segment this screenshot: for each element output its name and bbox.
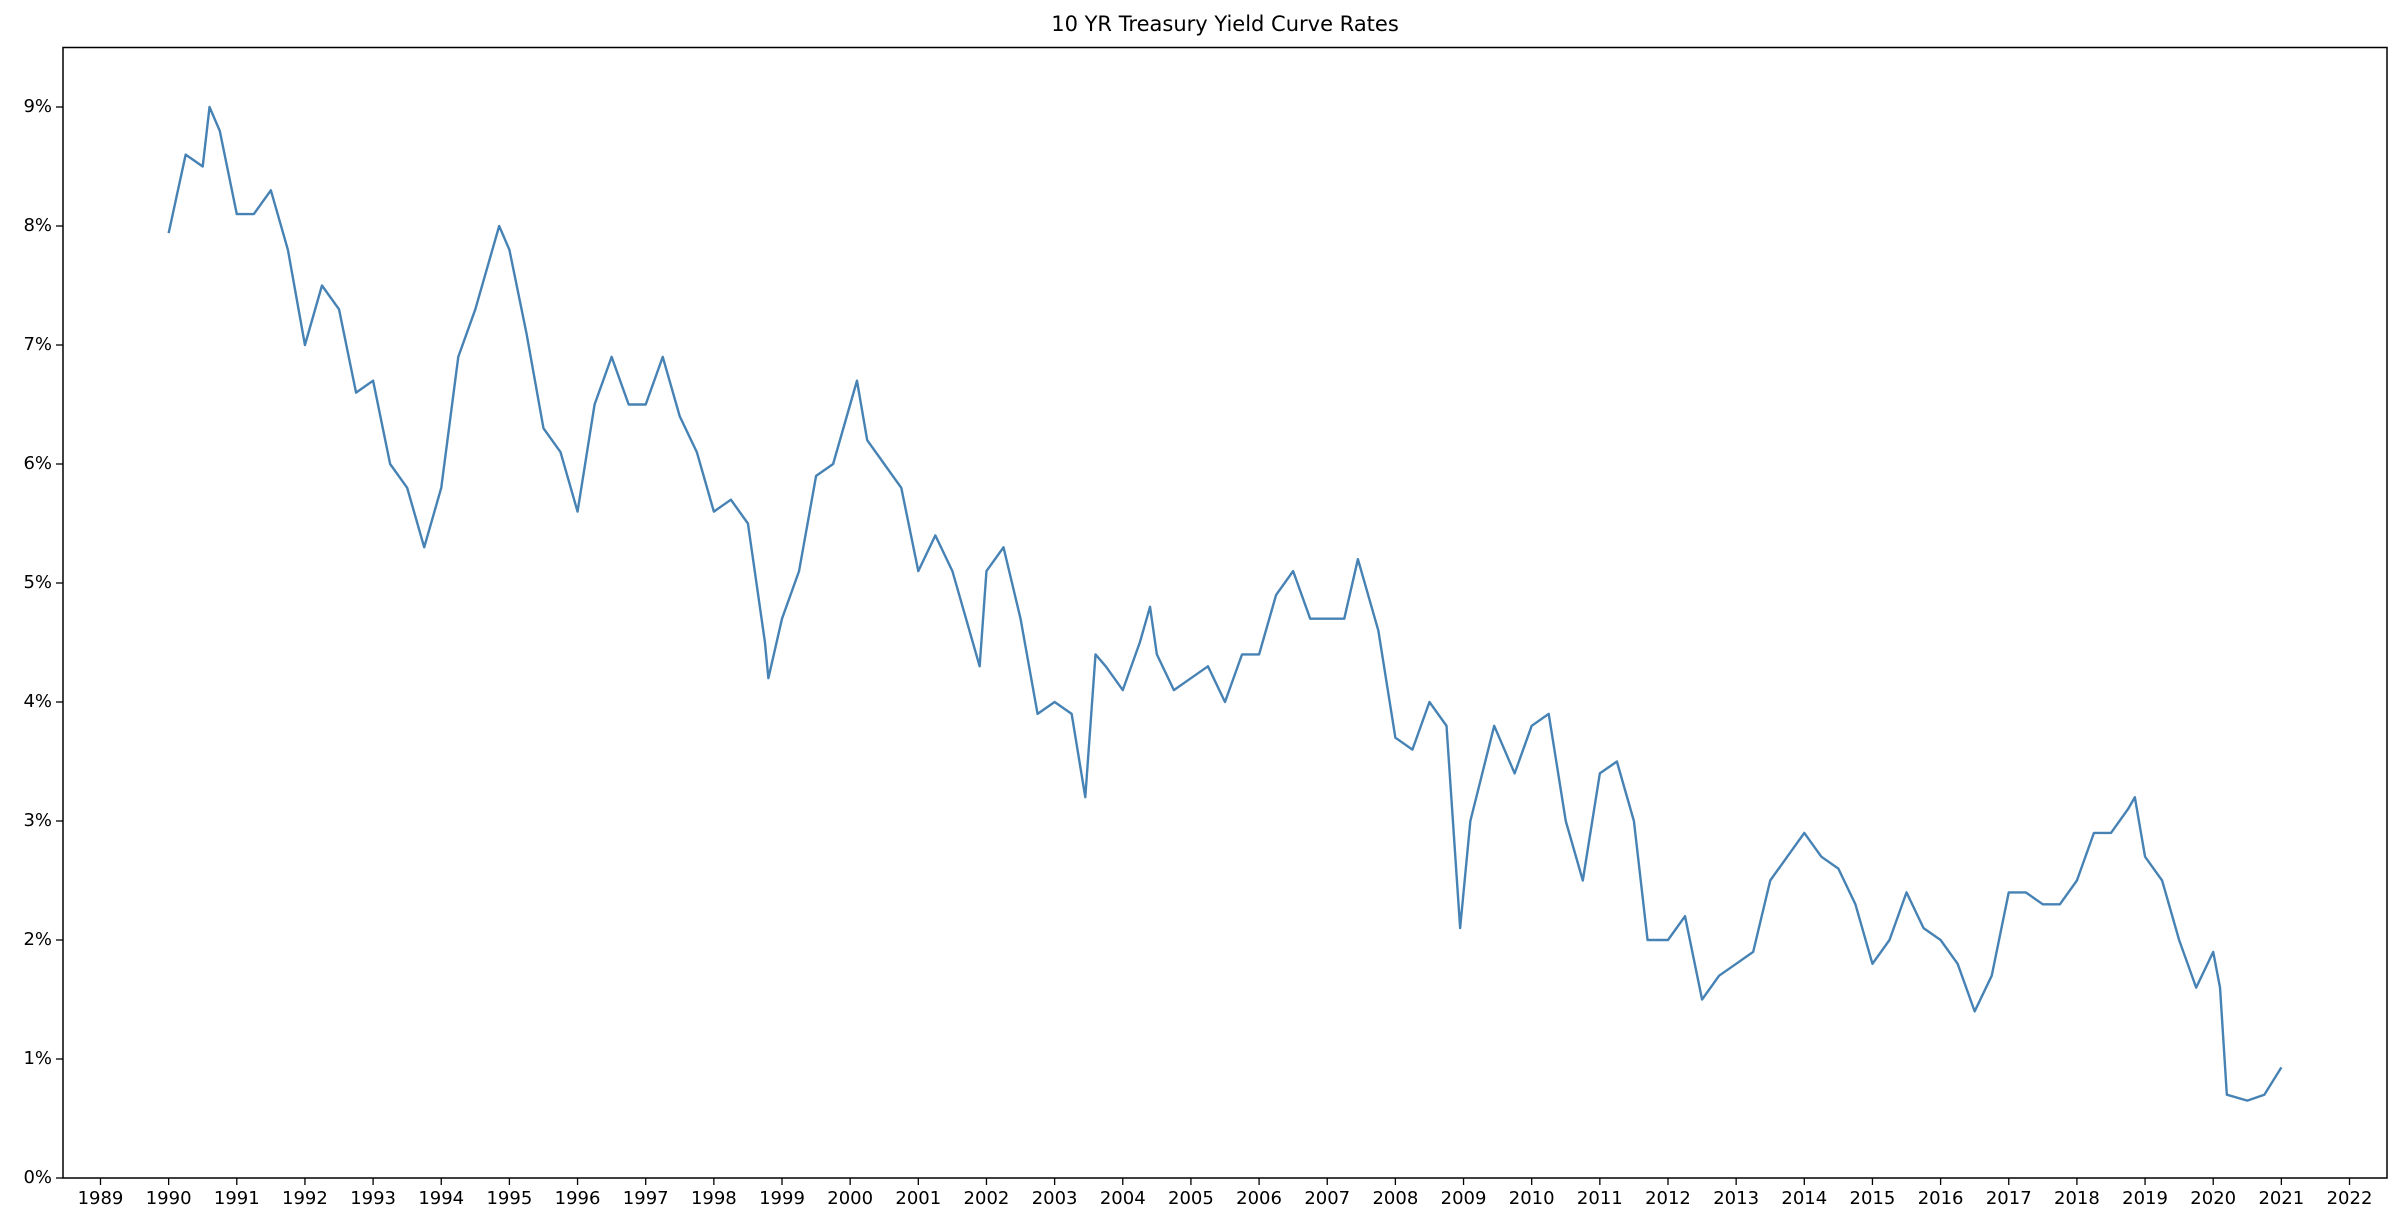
x-tick-label: 2011 [1577, 1188, 1623, 1209]
x-tick-label: 2016 [1918, 1188, 1964, 1209]
x-tick-label: 1989 [78, 1188, 124, 1209]
x-tick-label: 2017 [1986, 1188, 2032, 1209]
x-tick-label: 1992 [282, 1188, 328, 1209]
x-tick-label: 2020 [2190, 1188, 2236, 1209]
x-tick-label: 1995 [486, 1188, 532, 1209]
x-tick-label: 2007 [1304, 1188, 1350, 1209]
x-tick-label: 1991 [214, 1188, 260, 1209]
y-tick-label: 2% [23, 929, 52, 950]
x-tick-label: 2013 [1713, 1188, 1759, 1209]
x-tick-label: 1996 [555, 1188, 601, 1209]
y-tick-label: 4% [23, 691, 52, 712]
x-tick-label: 2018 [2054, 1188, 2100, 1209]
x-tick-label: 2003 [1032, 1188, 1078, 1209]
x-tick-label: 1993 [350, 1188, 396, 1209]
x-tick-label: 2002 [964, 1188, 1010, 1209]
x-tick-label: 1998 [691, 1188, 737, 1209]
x-tick-label: 2012 [1645, 1188, 1691, 1209]
yield-line [167, 105, 2283, 1102]
x-tick-label: 2009 [1441, 1188, 1487, 1209]
x-tick-label: 2019 [2122, 1188, 2168, 1209]
y-tick-label: 7% [23, 334, 52, 355]
chart-title: 10 YR Treasury Yield Curve Rates [1051, 12, 1399, 36]
plot-frame [62, 46, 2388, 1179]
y-tick-label: 3% [23, 810, 52, 831]
y-tick-label: 6% [23, 453, 52, 474]
x-tick-label: 2004 [1100, 1188, 1146, 1209]
x-tick-label: 2005 [1168, 1188, 1214, 1209]
y-tick-label: 5% [23, 572, 52, 593]
x-tick-label: 1994 [418, 1188, 464, 1209]
y-tick-label: 1% [23, 1048, 52, 1069]
x-tick-label: 2008 [1372, 1188, 1418, 1209]
x-tick-label: 2014 [1781, 1188, 1827, 1209]
y-tick-label: 0% [23, 1167, 52, 1188]
y-tick-label: 9% [23, 96, 52, 117]
x-tick-label: 2021 [2258, 1188, 2304, 1209]
x-tick-label: 1997 [623, 1188, 669, 1209]
x-tick-label: 2000 [827, 1188, 873, 1209]
x-tick-label: 1999 [759, 1188, 805, 1209]
x-tick-label: 2022 [2327, 1188, 2373, 1209]
x-tick-label: 2015 [1850, 1188, 1896, 1209]
x-tick-label: 2001 [895, 1188, 941, 1209]
x-tick-label: 2010 [1509, 1188, 1555, 1209]
y-tick-label: 8% [23, 215, 52, 236]
x-tick-label: 1990 [146, 1188, 192, 1209]
x-tick-label: 2006 [1236, 1188, 1282, 1209]
